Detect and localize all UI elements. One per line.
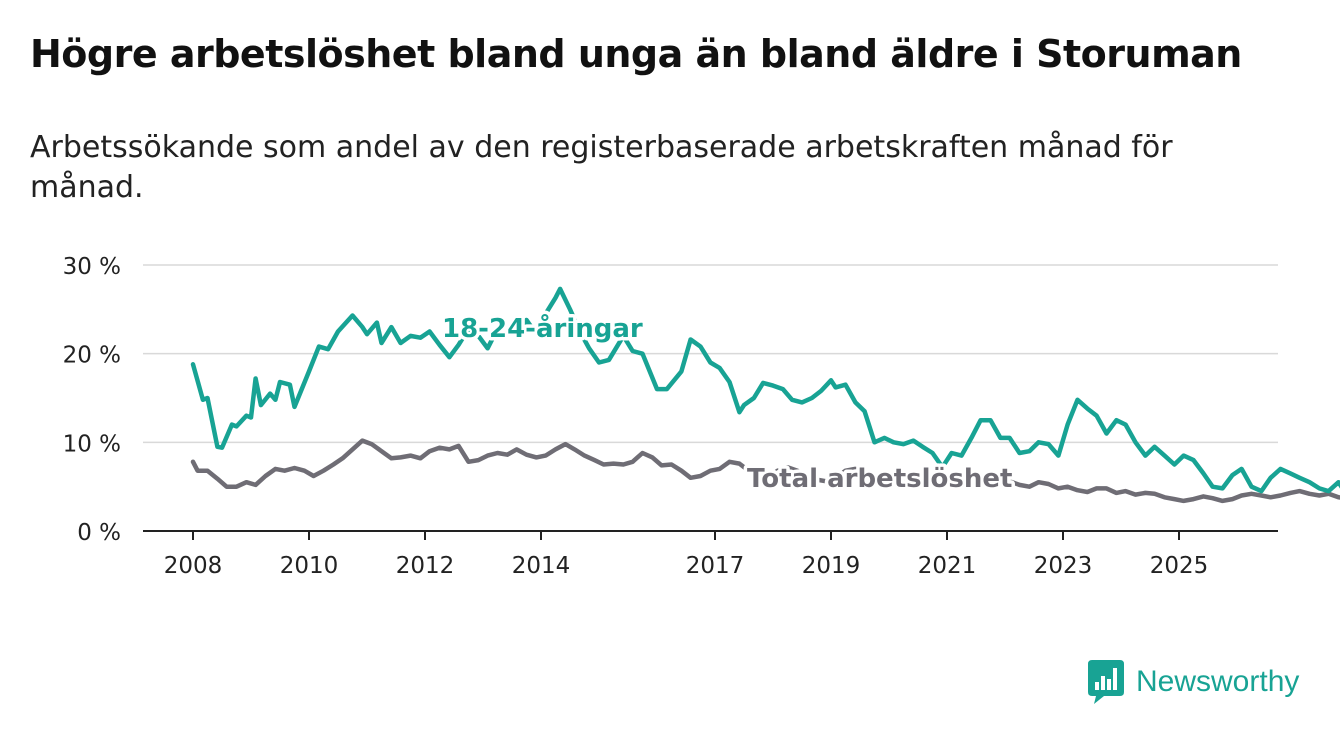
series-label-total-halo: Total arbetslöshet (747, 464, 1012, 494)
series-label-young: 18-24-åringar (442, 312, 643, 344)
x-tick-label: 2017 (686, 553, 745, 579)
x-tick-label: 2008 (164, 553, 223, 579)
y-tick-label: 30 % (63, 254, 121, 280)
series-label-young-halo: 18-24-åringar (442, 312, 643, 344)
brand-name: Newsworthy (1136, 665, 1300, 698)
series-lines (190, 286, 1340, 504)
x-tick-label: 2025 (1150, 553, 1209, 579)
x-tick-label: 2014 (512, 553, 571, 579)
chart-subtitle: Arbetssökande som andel av den registerb… (30, 130, 1173, 205)
y-tick-label: 0 % (77, 520, 121, 546)
y-tick-label: 10 % (63, 431, 121, 457)
x-tick-label: 2023 (1034, 553, 1093, 579)
x-tick-label: 2012 (396, 553, 455, 579)
series-line-young (190, 286, 1340, 494)
series-line-total (190, 438, 1340, 504)
series-label-total: Total arbetslöshet (747, 464, 1012, 494)
page-title: Högre arbetslöshet bland unga än bland ä… (30, 32, 1242, 76)
grid: 0 % 10 % 20 % 30 % 2008 2010 2012 2014 2017 2019 2… (63, 254, 1278, 579)
x-tick-label: 2021 (918, 553, 977, 579)
brand-logo: Newsworthy (1088, 658, 1299, 706)
x-tick-label: 2010 (280, 553, 339, 579)
x-tick-label: 2019 (802, 553, 861, 579)
y-tick-label: 20 % (63, 343, 121, 369)
newsworthy-logo-icon (1088, 660, 1124, 704)
